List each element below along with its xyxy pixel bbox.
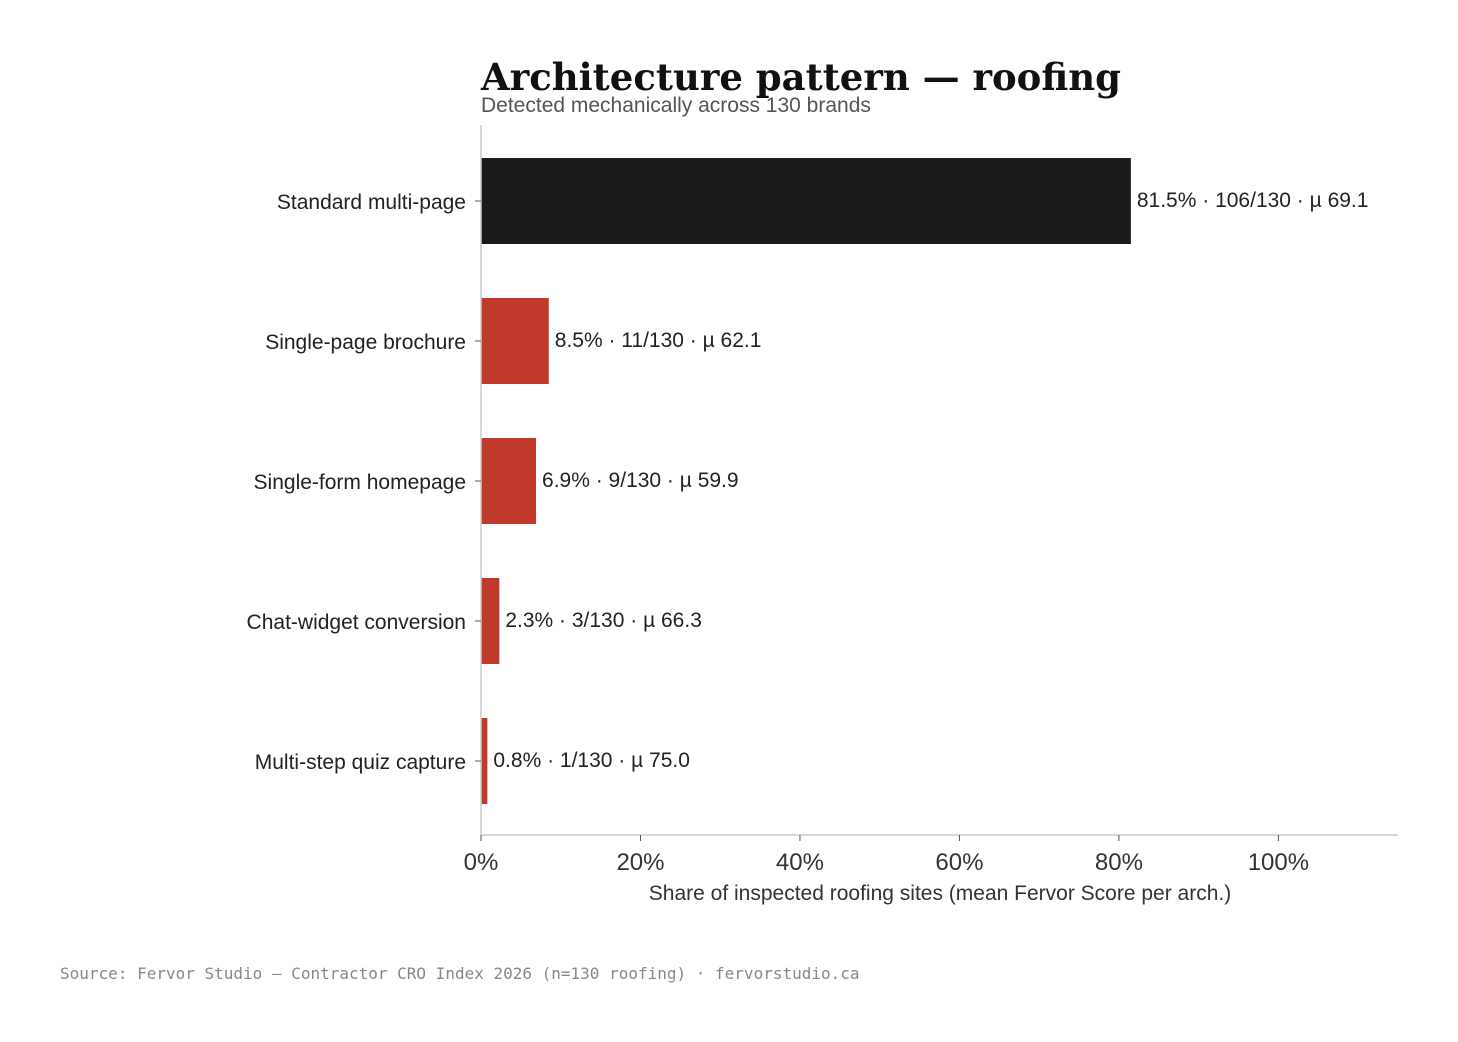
category-label: Single-form homepage xyxy=(254,471,466,494)
x-tick-label: 0% xyxy=(464,849,499,876)
category-label: Chat-widget conversion xyxy=(247,611,466,634)
x-tick-label: 20% xyxy=(616,849,664,876)
bars-group: Standard multi-page 81.5% · 106/130 · µ 6… xyxy=(247,158,1369,804)
x-axis: 0% 20% 40% 60% 80% 100% xyxy=(464,125,1398,876)
category-label: Standard multi-page xyxy=(277,191,466,214)
x-tick-label: 60% xyxy=(935,849,983,876)
data-label: 0.8% · 1/130 · µ 75.0 xyxy=(493,749,690,772)
bar xyxy=(481,718,488,804)
data-label: 6.9% · 9/130 · µ 59.9 xyxy=(542,469,739,492)
bar xyxy=(481,438,537,524)
bar xyxy=(481,298,549,384)
data-label: 2.3% · 3/130 · µ 66.3 xyxy=(505,609,702,632)
data-label: 81.5% · 106/130 · µ 69.1 xyxy=(1137,189,1369,212)
category-label: Multi-step quiz capture xyxy=(255,751,466,774)
chart-subtitle: Detected mechanically across 130 brands xyxy=(481,94,871,117)
bar xyxy=(481,158,1131,244)
category-label: Single-page brochure xyxy=(265,331,466,354)
source-note: Source: Fervor Studio — Contractor CRO I… xyxy=(60,964,860,983)
data-label: 8.5% · 11/130 · µ 62.1 xyxy=(555,329,762,352)
x-tick-label: 100% xyxy=(1248,849,1309,876)
x-tick-label: 80% xyxy=(1095,849,1143,876)
x-tick-label: 40% xyxy=(776,849,824,876)
chart-title: Architecture pattern — roofing xyxy=(480,55,1121,99)
bar xyxy=(481,578,500,664)
x-axis-label: Share of inspected roofing sites (mean F… xyxy=(649,882,1231,905)
